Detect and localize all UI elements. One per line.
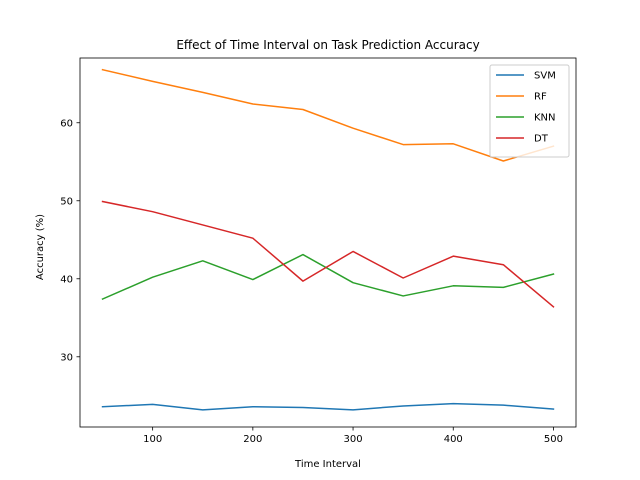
legend-box	[489, 64, 570, 158]
y-axis-label: Accuracy (%)	[35, 214, 46, 280]
series-line-svm	[101, 402, 555, 411]
legend-label-svm: SVM	[534, 71, 556, 82]
x-tick-label: 300	[344, 434, 363, 445]
series-line-dt	[101, 200, 555, 308]
y-tick-label: 40	[60, 274, 73, 285]
x-tick-label: 200	[243, 434, 262, 445]
series-line-knn	[101, 253, 555, 301]
x-tick-label: 400	[444, 434, 463, 445]
chart-title: Effect of Time Interval on Task Predicti…	[176, 38, 479, 52]
y-tick-label: 60	[60, 118, 73, 129]
axes-layer: 100 200 300 400 500 30 40 50 60	[60, 57, 577, 445]
x-axis-label: Time Interval	[294, 459, 361, 470]
legend: SVM RF KNN DT	[489, 64, 570, 158]
y-tick-label: 50	[60, 196, 73, 207]
x-tick-label: 500	[544, 434, 563, 445]
series-line-rf	[101, 68, 555, 162]
series-layer	[101, 68, 555, 411]
legend-label-dt: DT	[534, 134, 549, 145]
x-tick-label: 100	[143, 434, 162, 445]
legend-label-rf: RF	[534, 92, 547, 103]
axes-frame	[79, 57, 577, 428]
legend-label-knn: KNN	[534, 113, 556, 124]
y-tick-label: 30	[60, 352, 73, 363]
